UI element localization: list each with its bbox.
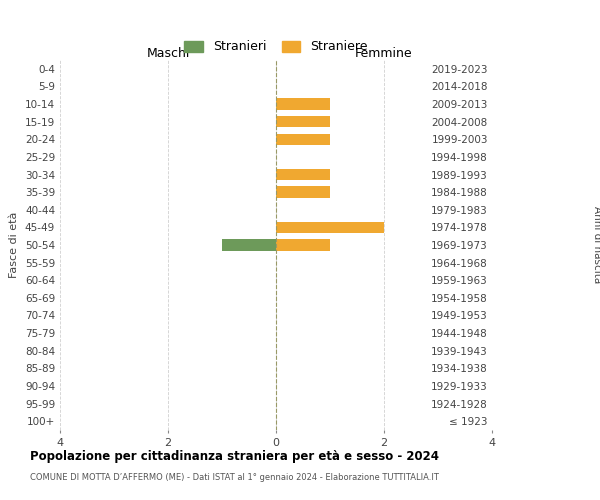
Bar [276, 186, 330, 198]
Bar [276, 98, 330, 110]
Bar [276, 134, 330, 145]
Text: COMUNE DI MOTTA D’AFFERMO (ME) - Dati ISTAT al 1° gennaio 2024 - Elaborazione TU: COMUNE DI MOTTA D’AFFERMO (ME) - Dati IS… [30, 472, 439, 482]
Legend: Stranieri, Straniere: Stranieri, Straniere [181, 36, 371, 57]
Text: Popolazione per cittadinanza straniera per età e sesso - 2024: Popolazione per cittadinanza straniera p… [30, 450, 439, 463]
Bar [276, 222, 384, 233]
Text: Maschi: Maschi [146, 47, 190, 60]
Bar [276, 169, 330, 180]
Y-axis label: Fasce di età: Fasce di età [10, 212, 19, 278]
Text: Anni di nascita: Anni di nascita [592, 206, 600, 284]
Bar [276, 240, 330, 250]
Text: Femmine: Femmine [355, 47, 413, 60]
Bar [222, 240, 276, 250]
Bar [276, 116, 330, 128]
